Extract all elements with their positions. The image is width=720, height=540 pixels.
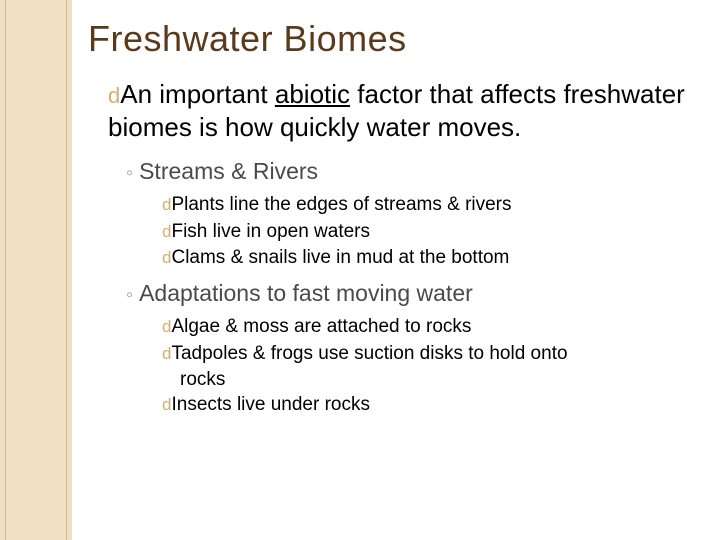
detail-text: Insects live under rocks: [171, 394, 370, 415]
detail-item: dInsects live under rocks: [162, 393, 700, 418]
main-text-before: An important: [120, 79, 275, 109]
detail-item: dTadpoles & frogs use suction disks to h…: [162, 342, 700, 367]
detail-continuation: rocks: [180, 368, 700, 393]
detail-text: Clams & snails live in mud at the bottom: [171, 247, 509, 268]
detail-text: Algae & moss are attached to rocks: [171, 316, 471, 337]
slide-content: Freshwater Biomes dAn important abiotic …: [88, 18, 700, 426]
detail-item: dClams & snails live in mud at the botto…: [162, 246, 700, 271]
sub-heading-text: Streams & Rivers: [139, 158, 318, 184]
detail-text: Fish live in open waters: [171, 221, 370, 242]
band-line-left: [5, 0, 6, 540]
sub-heading-text: Adaptations to fast moving water: [139, 280, 473, 306]
decorative-left-band: [0, 0, 72, 540]
detail-item: dPlants line the edges of streams & rive…: [162, 193, 700, 218]
detail-item: dAlgae & moss are attached to rocks: [162, 315, 700, 340]
section-streams-rivers: ◦ Streams & Rivers dPlants line the edges…: [88, 157, 700, 271]
detail-item: dFish live in open waters: [162, 220, 700, 245]
band-line-right: [66, 0, 67, 540]
main-underlined-word: abiotic: [275, 79, 350, 109]
main-bullet-point: dAn important abiotic factor that affect…: [108, 78, 700, 143]
open-circle-bullet-icon: ◦: [126, 162, 133, 184]
sub-heading: ◦ Streams & Rivers: [126, 157, 700, 187]
slide-title: Freshwater Biomes: [88, 18, 700, 60]
detail-text: Tadpoles & frogs use suction disks to ho…: [171, 343, 567, 364]
detail-text: Plants line the edges of streams & river…: [171, 194, 511, 215]
section-adaptations: ◦ Adaptations to fast moving water dAlgae…: [88, 279, 700, 418]
open-circle-bullet-icon: ◦: [126, 284, 133, 306]
sub-heading: ◦ Adaptations to fast moving water: [126, 279, 700, 309]
script-bullet-icon: d: [108, 83, 120, 108]
